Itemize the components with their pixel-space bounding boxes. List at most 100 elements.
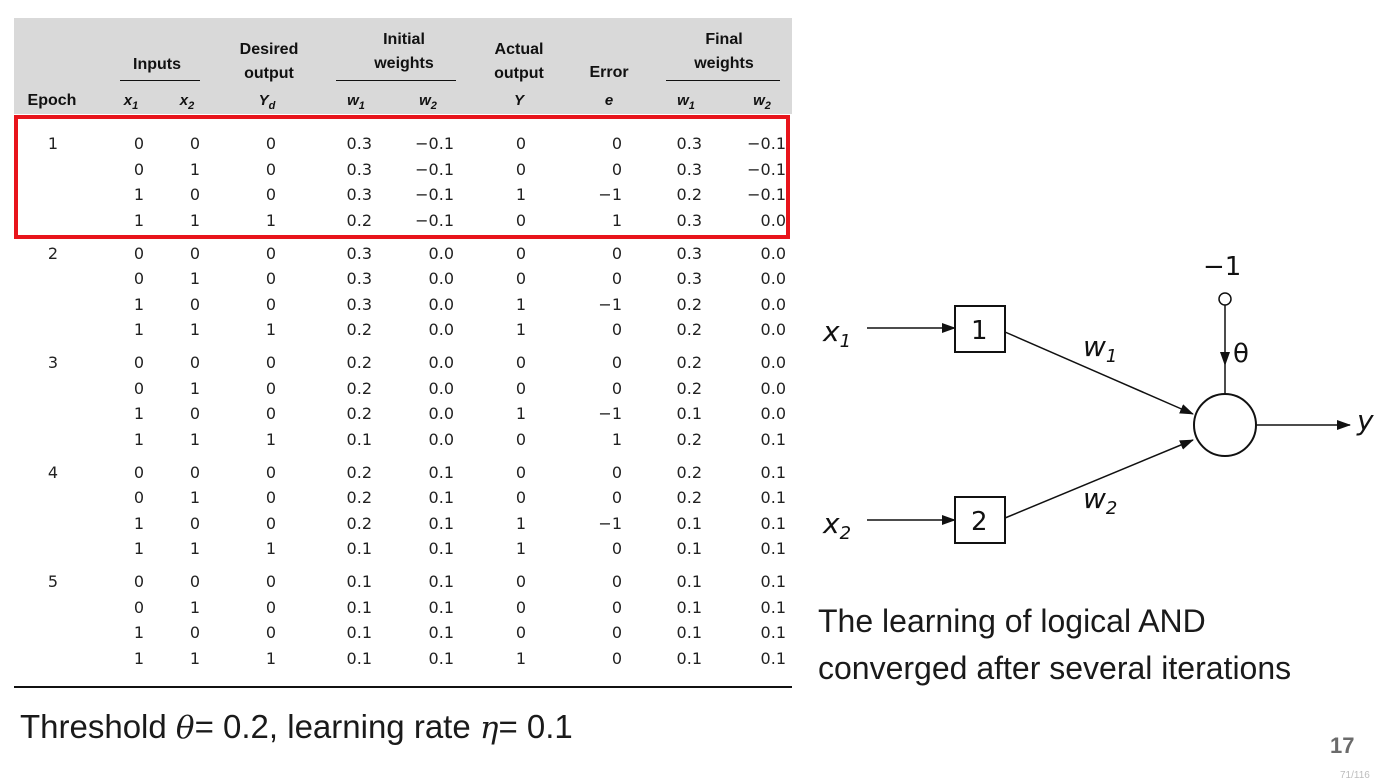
table-cell: 0.2 bbox=[346, 210, 372, 230]
table-cell: 1 bbox=[133, 294, 144, 314]
table-cell: 0.1 bbox=[428, 623, 454, 642]
subheader-error-e: e bbox=[604, 92, 614, 109]
table-cell: 0 bbox=[611, 378, 622, 398]
w1-connection bbox=[1004, 331, 1194, 415]
table-cell: 1 bbox=[515, 320, 526, 339]
node-1-label: 1 bbox=[971, 316, 988, 346]
caption-line-1: The learning of logical AND bbox=[818, 603, 1206, 639]
table-cell: 0.1 bbox=[676, 513, 702, 533]
table-cell: 0 bbox=[611, 134, 622, 153]
theta-label: θ bbox=[1233, 339, 1249, 369]
table-cell: 0.3 bbox=[346, 159, 372, 179]
table-cell: 0.1 bbox=[428, 513, 454, 533]
table-cell: 0.1 bbox=[346, 429, 372, 449]
epoch-label: 4 bbox=[47, 462, 59, 482]
table-cell: 0 bbox=[515, 353, 526, 372]
table-cell: 0.0 bbox=[428, 320, 454, 339]
table-header: Epoch Inputs Desired output Initial weig… bbox=[14, 18, 792, 114]
table-cell: 0 bbox=[515, 210, 526, 230]
table-cell: 0.1 bbox=[676, 572, 702, 591]
table-cell: 0.3 bbox=[676, 210, 702, 230]
perceptron-diagram: x1 1 x2 2 w1 w2 −1 θ y bbox=[822, 252, 1374, 544]
table-cell: 0.1 bbox=[428, 488, 454, 507]
table-cell: 1 bbox=[133, 185, 144, 204]
training-parameters: Threshold θ= 0.2, learning rate η= 0.1 bbox=[20, 708, 573, 746]
table-cell: −1 bbox=[598, 404, 622, 423]
table-cell: 0.0 bbox=[760, 404, 786, 423]
table-cell: 1 bbox=[189, 488, 200, 507]
table-cell: 0.1 bbox=[428, 597, 454, 617]
table-cell: 0.1 bbox=[760, 539, 786, 558]
table-cell: 0.1 bbox=[428, 539, 454, 558]
table-cell: 1 bbox=[133, 623, 144, 642]
table-cell: 0 bbox=[133, 462, 144, 482]
table-cell: 0 bbox=[265, 159, 276, 179]
table-cell: 1 bbox=[265, 429, 276, 449]
table-cell: 1 bbox=[515, 404, 526, 423]
table-cell: 1 bbox=[265, 320, 276, 339]
table-cell: 0.3 bbox=[676, 269, 702, 288]
table-cell: 0.2 bbox=[676, 353, 702, 372]
table-cell: 0 bbox=[515, 429, 526, 449]
subheader-final-w2: w2 bbox=[753, 92, 771, 112]
table-cell: 0 bbox=[189, 623, 200, 642]
table-cell: −1 bbox=[598, 294, 622, 314]
table-cell: 0.1 bbox=[760, 488, 786, 507]
table-cell: 0.0 bbox=[760, 378, 786, 398]
table-cell: 0 bbox=[611, 159, 622, 179]
table-cell: 0.3 bbox=[346, 269, 372, 288]
table-cell: 0.3 bbox=[676, 134, 702, 153]
table-cell: 0.0 bbox=[428, 378, 454, 398]
table-cell: 1 bbox=[265, 539, 276, 558]
epoch-label: 5 bbox=[47, 572, 59, 591]
theta-symbol: θ bbox=[175, 710, 195, 746]
table-cell: 0 bbox=[265, 513, 276, 533]
header-inputs-rule bbox=[120, 80, 200, 81]
table-cell: 0 bbox=[189, 134, 200, 153]
w2-connection bbox=[1004, 439, 1194, 519]
eta-symbol: η bbox=[479, 710, 499, 746]
table-cell: 0.0 bbox=[760, 243, 786, 263]
table-cell: 0.0 bbox=[428, 404, 454, 423]
table-cell: 0 bbox=[265, 353, 276, 372]
table-cell: 0.1 bbox=[760, 597, 786, 617]
table-cell: 1 bbox=[515, 539, 526, 558]
table-cell: 0.0 bbox=[428, 294, 454, 314]
epoch-label: 3 bbox=[47, 353, 59, 372]
table-cell: 0 bbox=[189, 513, 200, 533]
table-cell: 0.1 bbox=[346, 623, 372, 642]
header-initial-weights-line2: weights bbox=[374, 55, 434, 72]
table-cell: 0 bbox=[133, 488, 144, 507]
table-cell: 0 bbox=[265, 185, 276, 204]
table-cell: 0.1 bbox=[760, 648, 786, 668]
table-cell: 0 bbox=[265, 269, 276, 288]
table-cell: 0.1 bbox=[676, 539, 702, 558]
table-cell: 0 bbox=[189, 353, 200, 372]
table-cell: 0 bbox=[133, 134, 144, 153]
table-cell: 0 bbox=[189, 572, 200, 591]
table-bottom-rule bbox=[14, 686, 792, 688]
table-cell: −0.1 bbox=[747, 159, 786, 179]
table-cell: 0.1 bbox=[676, 648, 702, 668]
subheader-initial-w2: w2 bbox=[419, 92, 437, 112]
table-cell: 0 bbox=[611, 243, 622, 263]
table-cell: 1 bbox=[515, 185, 526, 204]
header-final-weights-rule bbox=[666, 80, 780, 81]
table-cell: 0 bbox=[189, 294, 200, 314]
table-cell: 0.3 bbox=[676, 159, 702, 179]
table-cell: 1 bbox=[265, 210, 276, 230]
table-cell: 1 bbox=[515, 648, 526, 668]
table-cell: 1 bbox=[189, 597, 200, 617]
table-cell: 0 bbox=[133, 353, 144, 372]
table-cell: 1 bbox=[189, 429, 200, 449]
table-cell: 0 bbox=[515, 572, 526, 591]
table-cell: −1 bbox=[598, 185, 622, 204]
table-cell: 0.0 bbox=[760, 320, 786, 339]
table-cell: 0.1 bbox=[760, 572, 786, 591]
table-cell: 0 bbox=[611, 597, 622, 617]
table-cell: 0.0 bbox=[428, 429, 454, 449]
table-cell: 1 bbox=[611, 429, 622, 449]
table-cell: 0 bbox=[611, 539, 622, 558]
table-cell: 0 bbox=[133, 597, 144, 617]
header-final-weights-line1: Final bbox=[705, 31, 743, 48]
